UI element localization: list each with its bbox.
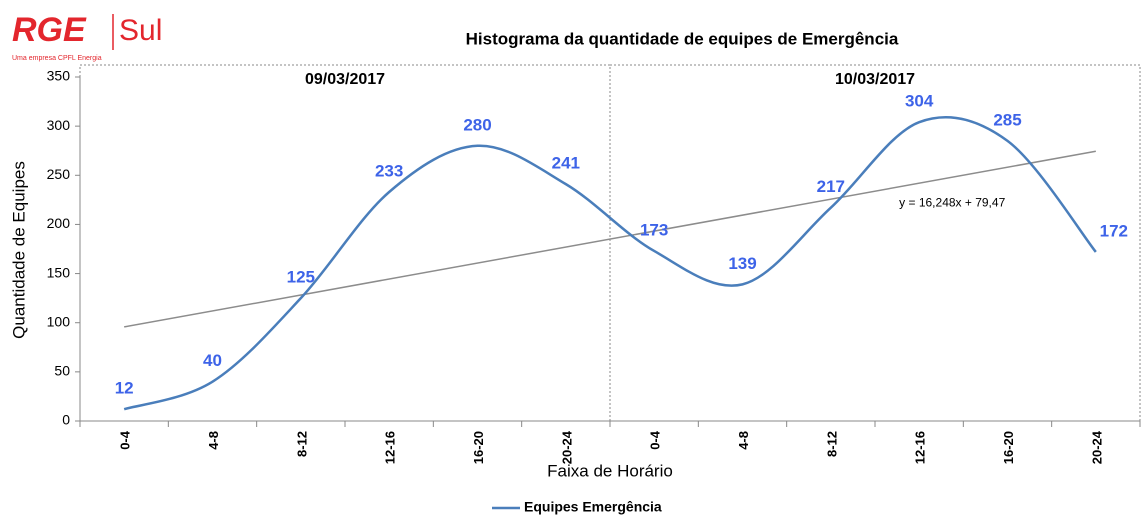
data-label: 12 [115, 379, 134, 398]
x-tick-label: 20-24 [1089, 430, 1104, 464]
y-tick-label: 0 [62, 412, 70, 428]
logo-tagline: Uma empresa CPFL Energia [12, 55, 102, 62]
logo-region: Sul [119, 14, 162, 47]
y-axis-label: Quantidade de Equipes [9, 161, 28, 339]
y-tick-label: 200 [47, 215, 71, 231]
data-label: 233 [375, 161, 403, 180]
data-label: 280 [463, 115, 491, 134]
x-tick-label: 20-24 [559, 430, 574, 464]
x-tick-label: 8-12 [294, 431, 309, 457]
x-tick-label: 12-16 [383, 431, 398, 464]
data-label: 285 [993, 110, 1021, 129]
data-label: 217 [817, 177, 845, 196]
data-label: 241 [552, 154, 580, 173]
x-tick-label: 12-16 [913, 431, 928, 464]
logo-brand: RGE [12, 11, 87, 49]
x-tick-label: 16-20 [471, 431, 486, 464]
y-tick-label: 300 [47, 117, 71, 133]
trendline-label: y = 16,248x + 79,47 [899, 195, 1005, 209]
chart-title: Histograma da quantidade de equipes de E… [466, 29, 899, 48]
group-label: 10/03/2017 [835, 71, 915, 88]
x-tick-label: 8-12 [824, 431, 839, 457]
data-label: 172 [1100, 221, 1128, 240]
y-tick-label: 50 [54, 363, 70, 379]
data-label: 304 [905, 92, 934, 111]
trendline [124, 150, 1096, 328]
data-label: 125 [287, 268, 315, 287]
y-tick-label: 150 [47, 264, 71, 280]
legend-label: Equipes Emergência [524, 499, 662, 515]
group-panel [609, 64, 1141, 422]
data-line [123, 115, 1097, 411]
y-tick-label: 350 [47, 68, 71, 84]
x-tick-label: 16-20 [1001, 431, 1016, 464]
data-label: 139 [728, 254, 756, 273]
group-label: 09/03/2017 [305, 71, 385, 88]
x-tick-label: 0-4 [648, 430, 663, 450]
y-tick-label: 100 [47, 313, 71, 329]
x-axis-label: Faixa de Horário [547, 461, 673, 480]
x-tick-label: 4-8 [206, 431, 221, 450]
data-label: 40 [203, 351, 222, 370]
y-tick-label: 250 [47, 166, 71, 182]
x-tick-label: 0-4 [118, 430, 133, 450]
data-label: 173 [640, 220, 668, 239]
x-tick-label: 4-8 [736, 431, 751, 450]
